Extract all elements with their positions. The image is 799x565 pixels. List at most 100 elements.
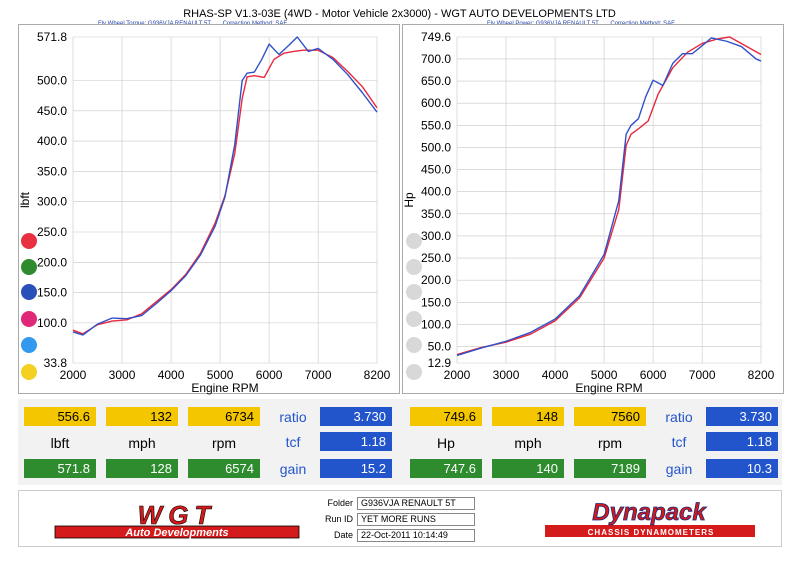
right-run-color-dot[interactable] [406,233,422,249]
torque-x-tick-label: 3000 [109,368,136,382]
stats-panel: 556.6 132 6734 lbft mph rpm 571.8 128 65… [18,399,782,485]
right-run-color-dot[interactable] [406,337,422,353]
torque-y-tick-label: 500.0 [37,74,67,88]
power-y-tick-label: 550.0 [421,118,451,132]
right-ratio-label: ratio [665,409,693,425]
folder-row: Folder G936VJA RENAULT 5T [319,497,475,510]
power-blue-run-line [456,37,762,357]
right-gain-value: 10.3 [706,459,778,478]
torque-y-tick-label: 400.0 [37,134,67,148]
torque-x-axis-label: Engine RPM [191,381,258,395]
left-rpm-label: rpm [211,435,237,451]
power-chart-panel: 2000 3000 4000 5000 6000 7000 8200 749.6 700.0 65… [402,24,784,395]
wgt-logo-text: WGT [138,501,217,530]
power-y-tick-label: 700.0 [421,52,451,66]
torque-x-tick-label: 5000 [207,368,234,382]
right-mph-label: mph [514,435,542,451]
power-x-tick-label: 2000 [444,368,471,382]
power-y-tick-label: 450.0 [421,163,451,177]
power-y-tick-label: 650.0 [421,74,451,88]
right-max-value: 747.6 [410,459,482,478]
power-y-tick-label: 250.0 [421,251,451,265]
power-x-tick-label: 4000 [542,368,569,382]
right-run-color-dot[interactable] [406,284,422,300]
torque-y-axis-label: lbft [18,191,32,208]
right-gain-label: gain [665,461,693,477]
left-ratio-label: ratio [279,409,307,425]
right-peak-rpm: 7560 [574,407,646,426]
folder-label: Folder [327,498,353,508]
left-gain-label: gain [279,461,307,477]
left-run-color-dot[interactable] [21,311,37,327]
torque-x-tick-label: 7000 [305,368,332,382]
right-tcf-value: 1.18 [706,432,778,451]
right-run-color-dot[interactable] [406,311,422,327]
right-max-rpm: 7189 [574,459,646,478]
torque-y-tick-label: 450.0 [37,104,67,118]
folder-value: G936VJA RENAULT 5T [357,497,475,510]
right-unit-label: Hp [437,435,455,451]
left-run-color-dot[interactable] [21,337,37,353]
left-mph-label: mph [128,435,156,451]
torque-y-tick-label: 350.0 [37,164,67,178]
power-x-tick-label: 7000 [689,368,716,382]
power-red-run-line [456,36,762,356]
right-rpm-label: rpm [597,435,623,451]
left-unit-label: lbft [50,435,70,451]
right-ratio-value: 3.730 [706,407,778,426]
wgt-logo: WGT Auto Developments [54,501,300,539]
wgt-logo-subtext: Auto Developments [124,527,228,539]
torque-chart: 2000 3000 4000 5000 6000 7000 8200 571.8 500.0 45… [18,30,391,395]
right-peak-mph: 148 [492,407,564,426]
power-x-tick-label: 8200 [748,368,775,382]
left-tcf-value: 1.18 [320,432,392,451]
power-y-tick-label: 500.0 [421,140,451,154]
left-run-color-dot[interactable] [21,284,37,300]
report-title: RHAS-SP V1.3-03E (4WD - Motor Vehicle 2x… [183,8,616,20]
run-id-row: Run ID YET MORE RUNS [319,513,475,526]
footer: WGT Auto Developments Folder G936VJA RENA… [18,490,782,547]
left-ratio-value: 3.730 [320,407,392,426]
torque-red-run-line [72,49,378,335]
power-x-tick-label: 6000 [640,368,667,382]
torque-y-tick-label: 100.0 [37,316,67,330]
torque-chart-panel: 2000 3000 4000 5000 6000 7000 8200 571.8 500.0 45… [18,24,400,395]
power-y-tick-label: 200.0 [421,273,451,287]
right-peak-value: 749.6 [410,407,482,426]
date-label: Date [333,530,353,540]
power-y-tick-label: 12.9 [428,356,452,370]
right-run-color-dot[interactable] [406,259,422,275]
torque-y-tick-label: 250.0 [37,225,67,239]
power-y-tick-label: 100.0 [421,317,451,331]
torque-y-tick-label: 200.0 [37,255,67,269]
dynapack-logo: Dynapack CHASSIS DYNAMOMETERS [545,499,755,537]
right-run-color-dot[interactable] [406,364,422,380]
run-id-label: Run ID [324,514,353,524]
torque-x-tick-label: 8200 [364,368,391,382]
power-y-tick-label: 300.0 [421,229,451,243]
dynapack-logo-subtext: CHASSIS DYNAMOMETERS [588,528,715,537]
power-x-axis-label: Engine RPM [575,381,642,395]
power-y-tick-label: 400.0 [421,185,451,199]
torque-y-tick-label: 150.0 [37,286,67,300]
torque-y-tick-label: 33.8 [44,356,68,370]
left-gain-value: 15.2 [320,459,392,478]
power-x-tick-label: 3000 [493,368,520,382]
left-run-color-dot[interactable] [21,259,37,275]
torque-x-tick-label: 6000 [256,368,283,382]
left-max-value: 571.8 [24,459,96,478]
power-x-tick-label: 5000 [591,368,618,382]
power-y-tick-label: 749.6 [421,30,451,44]
date-row: Date 22-Oct-2011 10:14:49 [319,529,475,542]
run-id-value: YET MORE RUNS [357,513,475,526]
power-y-tick-label: 50.0 [428,340,452,354]
left-max-mph: 128 [106,459,178,478]
dynapack-logo-text: Dynapack [592,499,707,526]
torque-y-tick-label: 300.0 [37,195,67,209]
right-tcf-label: tcf [671,434,687,450]
left-max-rpm: 6574 [188,459,260,478]
right-max-mph: 140 [492,459,564,478]
left-run-color-dot[interactable] [21,364,37,380]
power-y-axis-label: Hp [402,192,416,208]
left-run-color-dot[interactable] [21,233,37,249]
